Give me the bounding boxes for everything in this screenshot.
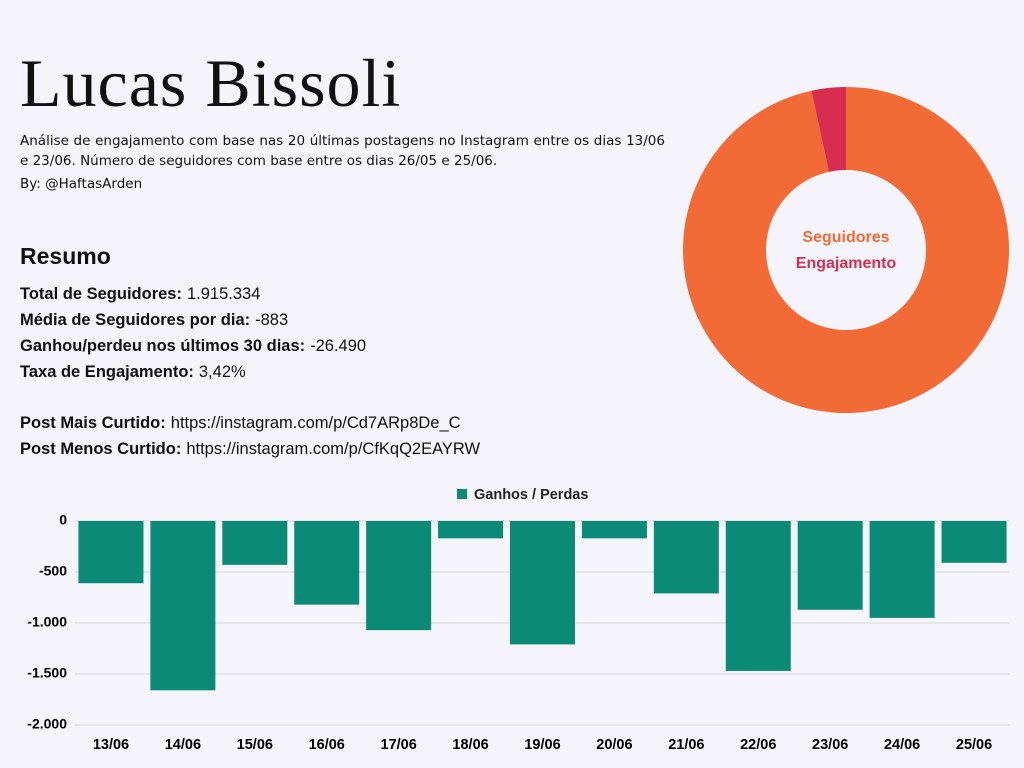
x-tick-label: 14/06 xyxy=(165,737,201,753)
legend-label: Seguidores xyxy=(802,229,889,246)
x-tick-label: 21/06 xyxy=(668,737,704,753)
summary-row: Post Menos Curtido: https://instagram.com… xyxy=(20,440,480,459)
summary-value: https://instagram.com/p/CfKqQ2EAYRW xyxy=(186,440,481,458)
bar xyxy=(941,521,1007,563)
legend-label: Ganhos / Perdas xyxy=(474,487,588,503)
summary-label: Ganhou/perdeu nos últimos 30 dias: xyxy=(20,337,306,355)
pie-slice xyxy=(811,87,846,172)
y-tick-label: -2.000 xyxy=(27,716,67,732)
y-tick-label: -1.500 xyxy=(27,665,67,681)
byline: By: @HaftasArden xyxy=(20,176,143,192)
summary-label: Taxa de Engajamento: xyxy=(20,363,194,381)
bar xyxy=(869,521,935,618)
summary-label: Total de Seguidores: xyxy=(20,285,182,303)
bar xyxy=(222,521,288,565)
bar xyxy=(438,521,504,539)
summary-label: Média de Seguidores por dia: xyxy=(20,311,251,329)
y-tick-label: -500 xyxy=(39,563,67,579)
summary-heading: Resumo xyxy=(20,243,111,269)
summary-row: Média de Seguidores por dia: -883 xyxy=(20,311,288,330)
x-tick-label: 15/06 xyxy=(237,737,273,753)
x-tick-label: 23/06 xyxy=(812,737,848,753)
x-tick-label: 20/06 xyxy=(596,737,632,753)
bar xyxy=(797,521,863,610)
x-tick-label: 25/06 xyxy=(956,737,992,753)
bar xyxy=(653,521,719,594)
bar xyxy=(725,521,791,671)
summary-value: 3,42% xyxy=(198,363,246,381)
y-tick-label: -1.000 xyxy=(27,614,67,630)
bar xyxy=(294,521,360,605)
x-tick-label: 17/06 xyxy=(381,737,417,753)
bar xyxy=(581,521,647,539)
summary-row: Total de Seguidores: 1.915.334 xyxy=(20,285,260,304)
legend-swatch xyxy=(457,489,467,499)
pie-slice xyxy=(683,87,1010,414)
x-tick-label: 16/06 xyxy=(309,737,345,753)
legend-label: Engajamento xyxy=(796,255,897,272)
summary-row: Ganhou/perdeu nos últimos 30 dias: -26.49… xyxy=(20,337,366,356)
summary-value: -26.490 xyxy=(310,337,367,355)
summary-value: -883 xyxy=(255,311,289,329)
bar xyxy=(150,521,216,691)
x-tick-label: 24/06 xyxy=(884,737,920,753)
summary-row: Post Mais Curtido: https://instagram.com/… xyxy=(20,414,461,433)
summary-label: Post Menos Curtido: xyxy=(20,440,182,458)
x-tick-label: 13/06 xyxy=(93,737,129,753)
x-tick-label: 22/06 xyxy=(740,737,776,753)
summary-value: https://instagram.com/p/Cd7ARp8De_C xyxy=(170,414,461,432)
x-tick-label: 19/06 xyxy=(524,737,560,753)
bar xyxy=(78,521,144,584)
bar xyxy=(510,521,575,645)
summary-value: 1.915.334 xyxy=(186,285,261,303)
description: Análise de engajamento com base nas 20 ú… xyxy=(20,133,665,169)
summary-label: Post Mais Curtido: xyxy=(20,414,166,432)
x-tick-label: 18/06 xyxy=(452,737,488,753)
bar xyxy=(366,521,432,631)
y-tick-label: 0 xyxy=(59,512,67,528)
summary-row: Taxa de Engajamento: 3,42% xyxy=(20,363,246,382)
title: Lucas Bissoli xyxy=(20,45,402,121)
